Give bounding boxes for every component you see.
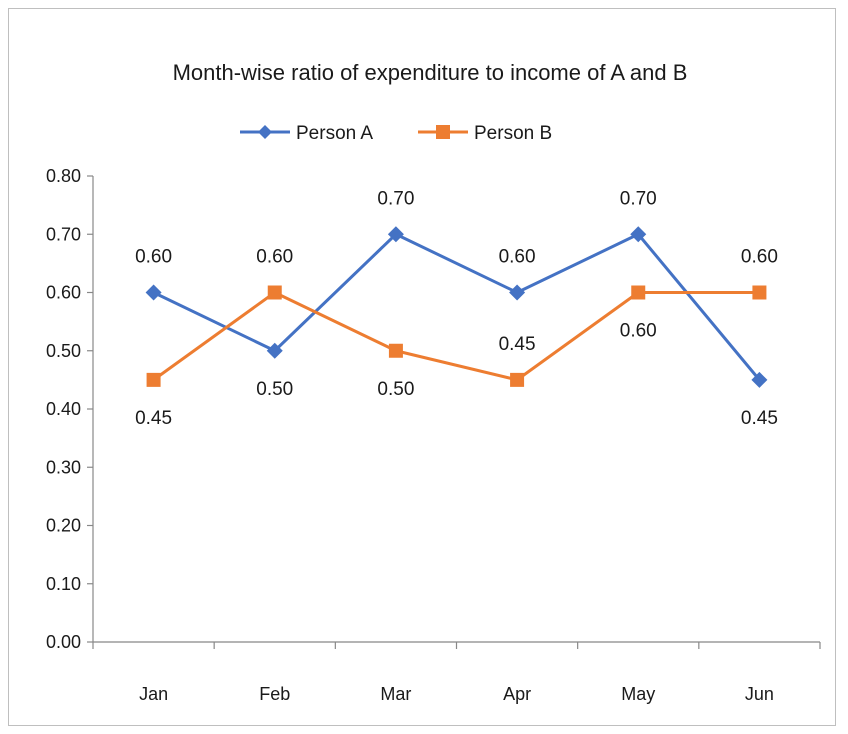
y-tick-label: 0.40: [46, 399, 81, 419]
data-label-person-b: 0.45: [135, 408, 172, 429]
series-line-person-a: [152, 232, 761, 381]
data-point-person-a: [509, 284, 526, 301]
data-point-person-b: [631, 285, 646, 300]
y-tick-label: 0.70: [46, 224, 81, 244]
data-point-person-a: [387, 226, 404, 243]
legend: Person A Person B: [240, 123, 552, 144]
data-point-person-a: [751, 371, 768, 388]
data-label-person-a: 0.60: [499, 247, 536, 268]
data-label-layer: 0.60 0.50 0.70 0.60 0.70 0.45 0.45 0.60 0.50 0.45…: [135, 188, 778, 429]
data-point-person-b: [267, 285, 282, 300]
x-tick-label: Feb: [259, 684, 290, 704]
legend-label-person-a: Person A: [296, 123, 373, 144]
x-tick-label: Mar: [380, 684, 411, 704]
legend-marker-person-a: [258, 125, 272, 139]
y-tick-label: 0.20: [46, 516, 81, 536]
x-tick-label: Jun: [745, 684, 774, 704]
x-tick-label: Jan: [139, 684, 168, 704]
data-point-person-a: [630, 226, 647, 243]
legend-label-person-b: Person B: [474, 123, 552, 144]
data-label-person-a: 0.50: [256, 379, 293, 400]
y-tick-label: 0.30: [46, 457, 81, 477]
y-tick-label: 0.10: [46, 574, 81, 594]
data-label-person-b: 0.45: [499, 334, 536, 355]
data-label-person-a: 0.45: [741, 408, 778, 429]
legend-marker-person-b: [436, 125, 450, 139]
data-point-person-b: [510, 372, 525, 387]
chart-title: Month-wise ratio of expenditure to incom…: [173, 60, 688, 85]
legend-item-person-b: Person B: [418, 123, 552, 144]
data-label-person-a: 0.60: [135, 247, 172, 268]
data-label-person-b: 0.60: [741, 247, 778, 268]
chart-frame: [8, 8, 836, 726]
x-tick-label: Apr: [503, 684, 531, 704]
y-tick-label: 0.60: [46, 283, 81, 303]
y-tick-label: 0.80: [46, 166, 81, 186]
data-point-person-b: [752, 285, 767, 300]
data-point-person-b: [388, 343, 403, 358]
data-label-person-b: 0.50: [377, 379, 414, 400]
axes: 0.00 0.10 0.20 0.30 0.40 0.50 0.60 0.70 0.80 Jan F…: [46, 166, 821, 704]
y-tick-label: 0.50: [46, 341, 81, 361]
series-layer: [145, 226, 768, 388]
data-point-person-a: [145, 284, 162, 301]
y-tick-label: 0.00: [46, 632, 81, 652]
data-label-person-b: 0.60: [620, 321, 657, 342]
legend-item-person-a: Person A: [240, 123, 373, 144]
x-tick-label: May: [621, 684, 655, 704]
series-line-person-b: [152, 291, 760, 382]
data-point-person-a: [266, 342, 283, 359]
data-point-person-b: [146, 372, 161, 387]
data-label-person-a: 0.70: [377, 188, 414, 209]
data-label-person-a: 0.70: [620, 188, 657, 209]
data-label-person-b: 0.60: [256, 247, 293, 268]
